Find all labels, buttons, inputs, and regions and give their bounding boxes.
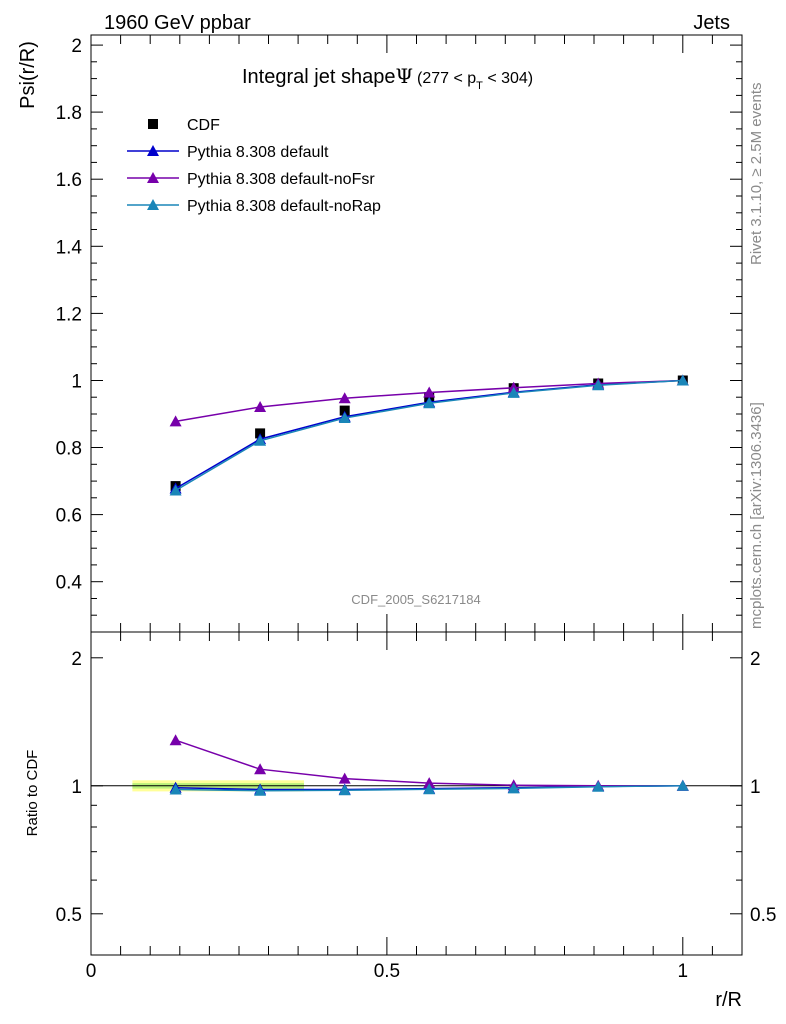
data-point-triangle (676, 374, 689, 386)
ratio-point-triangle (507, 782, 520, 794)
data-point-triangle (423, 397, 436, 409)
ratio-y-tick-label-right: 1 (750, 777, 761, 798)
ratio-y-tick-label: 2 (71, 649, 82, 670)
ratio-y-tick-label-right: 2 (750, 649, 761, 670)
legend-label: CDF (187, 117, 220, 134)
ratio-point-triangle (169, 734, 182, 746)
main-axis-ticks (90, 35, 743, 632)
header-left: 1960 GeV ppbar (104, 12, 251, 34)
legend-marker-triangle (147, 172, 159, 183)
legend-label: Pythia 8.308 default-noRap (187, 198, 381, 215)
legend-marker-square (148, 119, 158, 129)
ratio-y-axis-label: Ratio to CDF (24, 750, 41, 837)
data-point-triangle (338, 392, 351, 404)
main-y-tick-label: 1.4 (56, 237, 83, 258)
rivet-version-label: Rivet 3.1.10, ≥ 2.5M events (748, 83, 765, 266)
main-y-tick-label: 0.4 (56, 573, 83, 594)
x-tick-labels: 0 0.5 1 (86, 961, 688, 982)
legend-marker-triangle (147, 199, 159, 210)
ratio-y-tick-labels: 0.5 0.5 1 1 2 2 (56, 649, 777, 926)
legend-item: Pythia 8.308 default-noRap (127, 198, 381, 215)
data-point-triangle (423, 386, 436, 398)
ratio-y-tick-label-right: 0.5 (750, 905, 776, 926)
main-title: Integral jet shapeΨ (277 < pT < 304) (242, 64, 533, 92)
ratio-frame (90, 631, 743, 956)
ratio-point-triangle (676, 779, 689, 791)
data-point-triangle (169, 484, 182, 496)
ratio-series-group (169, 734, 689, 796)
legend-item: Pythia 8.308 default (127, 144, 329, 161)
legend: CDF Pythia 8.308 default Pythia 8.308 defa… (127, 117, 381, 215)
ratio-series-2 (169, 779, 689, 796)
x-axis-label: r/R (715, 989, 742, 1011)
ratio-panel: 0.5 0.51 12 2 0 0.5 1 Ratio to CDF r/R (24, 631, 777, 1011)
main-y-tick-label: 0.6 (56, 506, 82, 527)
data-point-triangle (592, 379, 605, 391)
ratio-point-triangle (592, 780, 605, 792)
analysis-watermark: CDF_2005_S6217184 (351, 592, 480, 607)
x-tick-label: 0 (86, 961, 97, 982)
x-tick-label: 0.5 (374, 961, 400, 982)
main-y-tick-label: 1.2 (56, 304, 82, 325)
mcplots-reference-label: mcplots.cern.ch [arXiv:1306.3436] (748, 402, 765, 629)
header-right: Jets (693, 12, 730, 34)
ratio-point-triangle (254, 784, 267, 796)
ratio-point-triangle (423, 783, 436, 795)
main-y-axis-label: Psi(r/R) (17, 41, 39, 109)
legend-item: Pythia 8.308 default-noFsr (127, 171, 375, 188)
main-panel: 0.4 0.6 0.8 1 1.2 1.4 1.6 1.8 2 Psi(r/R) Integra… (17, 34, 743, 633)
data-point-triangle (254, 401, 267, 412)
main-series-group (169, 374, 689, 496)
legend-label: Pythia 8.308 default (187, 144, 329, 161)
ratio-point-triangle (169, 783, 182, 795)
legend-item: CDF (148, 117, 220, 134)
main-y-tick-label: 1.8 (56, 103, 82, 124)
ratio-y-tick-label: 0.5 (56, 905, 82, 926)
data-point-square (339, 405, 350, 416)
ratio-point-triangle (338, 772, 351, 784)
main-y-tick-labels: 0.4 0.6 0.8 1 1.2 1.4 1.6 1.8 2 (56, 36, 83, 594)
main-y-tick-label: 2 (71, 36, 82, 57)
main-y-tick-label: 1.6 (56, 170, 82, 191)
data-point-triangle (338, 412, 351, 423)
ratio-axis-ticks (90, 632, 743, 956)
ratio-point-triangle (423, 777, 436, 789)
legend-marker-triangle (147, 145, 159, 156)
series-3 (169, 374, 689, 496)
ratio-point-triangle (254, 763, 267, 775)
legend-label: Pythia 8.308 default-noFsr (187, 171, 375, 188)
ratio-y-tick-label: 1 (71, 777, 82, 798)
data-point-triangle (507, 386, 520, 398)
main-y-tick-label: 0.8 (56, 439, 82, 460)
x-tick-label: 1 (678, 961, 689, 982)
main-y-tick-label: 1 (71, 372, 82, 393)
ratio-point-triangle (338, 784, 351, 796)
data-point-triangle (169, 415, 182, 427)
data-point-triangle (254, 434, 267, 446)
